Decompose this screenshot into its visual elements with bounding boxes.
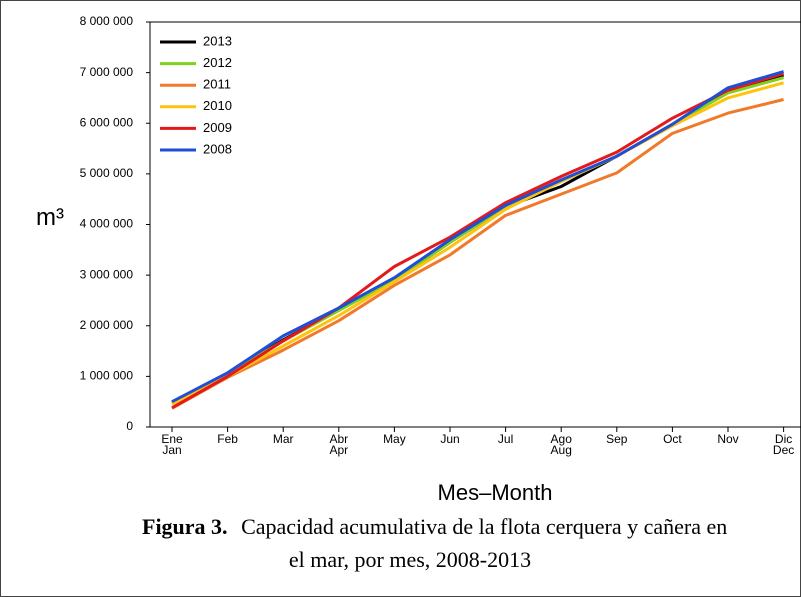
y-tick-label: 8 000 000 [80, 14, 134, 28]
x-tick-label: Nov [717, 432, 738, 446]
x-tick-label: Jan [162, 443, 181, 457]
y-tick-label: 6 000 000 [80, 115, 134, 129]
y-tick-label: 1 000 000 [80, 369, 134, 383]
y-tick-label: 3 000 000 [80, 267, 134, 281]
x-tick-label: Abr [329, 432, 348, 446]
legend-label: 2009 [203, 120, 232, 135]
x-tick-label: Feb [217, 432, 238, 446]
caption-line: Capacidad acumulativa de la flota cerque… [241, 514, 727, 539]
x-tick-label: Oct [663, 432, 682, 446]
series-line [171, 72, 785, 410]
x-tick-label: May [383, 432, 406, 446]
x-tick-label: Aug [551, 443, 572, 457]
legend-label: 2008 [203, 141, 232, 156]
legend-label: 2013 [203, 33, 232, 48]
x-tick-label: Jun [440, 432, 459, 446]
y-tick-label: 0 [126, 419, 133, 433]
legend-label: 2012 [203, 55, 232, 70]
series-line [171, 70, 785, 404]
x-tick-label: Jul [498, 432, 513, 446]
x-tick-label: Ene [161, 432, 183, 446]
y-tick-label: 5 000 000 [80, 166, 134, 180]
y-axis-label: m³ [36, 204, 64, 231]
x-tick-label: Mar [273, 432, 294, 446]
series-line [171, 98, 784, 410]
x-tick-label: Apr [329, 443, 348, 457]
series-line [171, 81, 784, 406]
x-tick-label: Ago [551, 432, 573, 446]
caption: Figura 3. Capacidad acumulativa de la fl… [142, 514, 727, 539]
y-tick-label: 4 000 000 [80, 217, 134, 231]
x-tick-label: Dec [773, 443, 794, 457]
legend-label: 2011 [203, 77, 231, 92]
y-tick-label: 7 000 000 [80, 65, 134, 79]
legend-label: 2010 [203, 98, 232, 113]
x-tick-label: Dic [775, 432, 792, 446]
x-tick-label: Sep [606, 432, 628, 446]
x-axis-label: Mes–Month [438, 480, 553, 505]
caption-label: Figura 3. [142, 514, 228, 539]
caption-line: el mar, por mes, 2008-2013 [289, 547, 531, 572]
y-tick-label: 2 000 000 [80, 318, 134, 332]
